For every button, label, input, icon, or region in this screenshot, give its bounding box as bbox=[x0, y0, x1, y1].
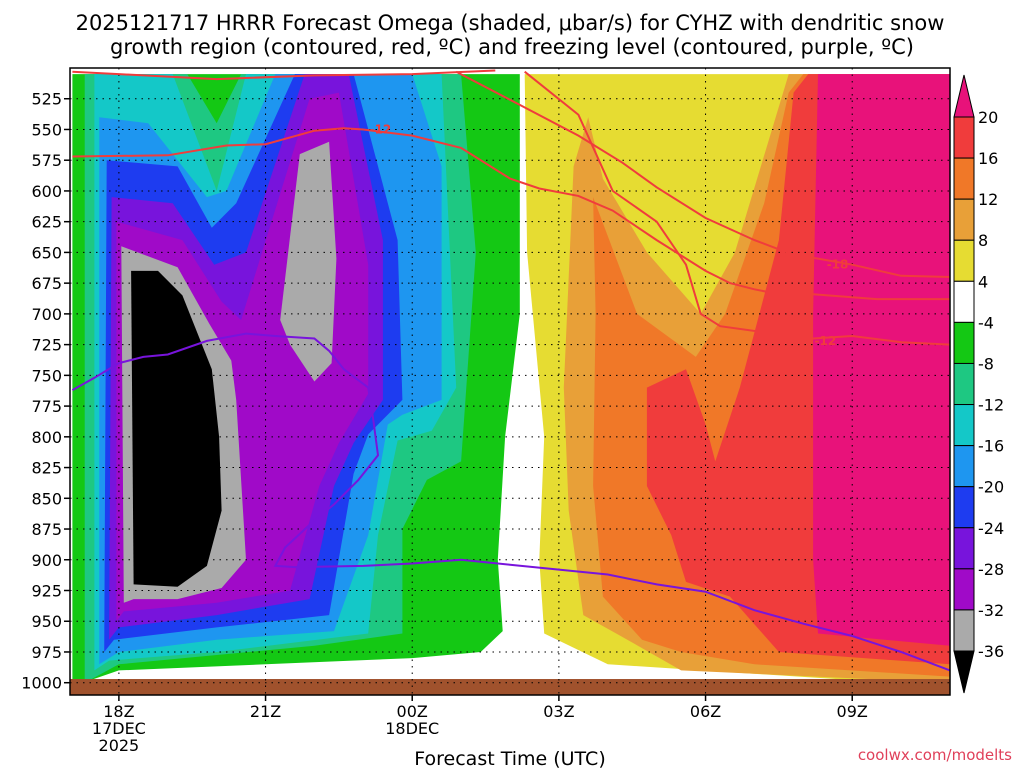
grid bbox=[70, 68, 950, 695]
dgz-contour-label-3: -12 bbox=[814, 334, 836, 348]
y-tick-label-875: 875 bbox=[31, 520, 62, 539]
y-axis: 525 550 575 600 625 650 675 700 725 750 775 800 825 8… bbox=[21, 90, 70, 693]
gray-region-2 bbox=[280, 141, 337, 382]
y-tick-label-850: 850 bbox=[31, 489, 62, 508]
terrain bbox=[70, 679, 950, 695]
y-tick-label-750: 750 bbox=[31, 366, 62, 385]
plot-area: -12 -18 -12 0 bbox=[70, 68, 950, 695]
y-tick-label-1000: 1000 bbox=[21, 674, 62, 693]
colorbar-label-9: -20 bbox=[978, 478, 1004, 497]
x-tick-label-18DEC: 18DEC bbox=[385, 719, 439, 738]
black-region bbox=[131, 270, 222, 587]
x-tick-label-00Z: 00Z bbox=[397, 702, 428, 721]
y-tick-label-775: 775 bbox=[31, 397, 62, 416]
y-tick-label-525: 525 bbox=[31, 90, 62, 109]
colorbar-bin-9 bbox=[953, 445, 975, 488]
colorbar-label-0: 20 bbox=[978, 108, 998, 127]
x-tick-label-2025: 2025 bbox=[99, 736, 140, 755]
y-tick-label-600: 600 bbox=[31, 182, 62, 201]
colorbar-label-7: -12 bbox=[978, 396, 1004, 415]
colorbar-bin-top bbox=[953, 74, 975, 118]
y-tick-label-725: 725 bbox=[31, 336, 62, 355]
colorbar-bin-7 bbox=[953, 362, 975, 406]
colorbar-bin-2 bbox=[953, 157, 975, 200]
y-tick-label-800: 800 bbox=[31, 428, 62, 447]
colorbar-bin-11 bbox=[953, 527, 975, 570]
chart-title-line2: growth region (contoured, red, ºC) and f… bbox=[110, 35, 914, 59]
y-tick-label-825: 825 bbox=[31, 459, 62, 478]
y-tick-label-575: 575 bbox=[31, 151, 62, 170]
y-tick-label-550: 550 bbox=[31, 120, 62, 139]
y-tick-label-700: 700 bbox=[31, 305, 62, 324]
x-tick-label-03Z: 03Z bbox=[543, 702, 574, 721]
y-tick-label-950: 950 bbox=[31, 612, 62, 631]
colorbar-bin-12 bbox=[953, 568, 975, 611]
colorbar-label-2: 12 bbox=[978, 190, 998, 209]
site-credit: coolwx.com/modelts bbox=[858, 746, 1012, 764]
y-tick-label-975: 975 bbox=[31, 643, 62, 662]
x-tick-label-17DEC: 17DEC bbox=[92, 719, 146, 738]
colorbar-label-3: 8 bbox=[978, 231, 988, 250]
colorbar-label-6: -8 bbox=[978, 354, 994, 373]
colorbar-bin-6 bbox=[953, 321, 975, 364]
colorbar-label-4: 4 bbox=[978, 272, 988, 291]
colorbar-bin-bottom bbox=[953, 650, 975, 694]
colorbar-label-5: -4 bbox=[978, 313, 994, 332]
colorbar-bin-10 bbox=[953, 486, 975, 529]
y-tick-label-675: 675 bbox=[31, 274, 62, 293]
colorbar-bin-3 bbox=[953, 198, 975, 241]
colorbar-bin-5 bbox=[953, 280, 975, 323]
colorbar-bin-8 bbox=[953, 404, 975, 447]
colorbar: 20 16 12 8 4 -4 -8 -12 -16 -20 -24 -28 -32 -36 bbox=[953, 74, 1004, 694]
freezing-level-contour-label-0: 0 bbox=[308, 560, 316, 574]
y-tick-label-925: 925 bbox=[31, 582, 62, 601]
colorbar-bin-1 bbox=[953, 116, 975, 159]
x-tick-label-09Z: 09Z bbox=[837, 702, 868, 721]
terrain-strip bbox=[70, 679, 950, 695]
colorbar-label-10: -24 bbox=[978, 519, 1004, 538]
y-tick-label-625: 625 bbox=[31, 213, 62, 232]
y-tick-label-900: 900 bbox=[31, 551, 62, 570]
pink-region bbox=[813, 74, 950, 646]
x-tick-label-21Z: 21Z bbox=[250, 702, 281, 721]
plot-frame bbox=[69, 67, 951, 696]
contours: -12 -18 -12 0 bbox=[71, 69, 950, 672]
colorbar-label-1: 16 bbox=[978, 149, 998, 168]
x-axis-label: Forecast Time (UTC) bbox=[414, 748, 605, 768]
y-tick-label-650: 650 bbox=[31, 243, 62, 262]
dgz-contour-0 bbox=[72, 127, 950, 301]
colorbar-label-8: -16 bbox=[978, 437, 1004, 456]
dgz-contour-label-0: -12 bbox=[370, 122, 392, 136]
colorbar-label-12: -32 bbox=[978, 601, 1004, 620]
dgz-contour-label-1: -18 bbox=[827, 258, 849, 272]
chart-title-line1: 2025121717 HRRR Forecast Omega (shaded, … bbox=[76, 11, 945, 35]
dgz-contour-2 bbox=[72, 69, 496, 81]
colorbar-label-13: -36 bbox=[978, 642, 1004, 661]
x-tick-label-18Z: 18Z bbox=[103, 702, 134, 721]
x-tick-label-06Z: 06Z bbox=[690, 702, 721, 721]
freezing-level-contour-0 bbox=[71, 332, 950, 672]
dgz-contour-1 bbox=[455, 70, 950, 278]
dgz-contour-3 bbox=[524, 70, 950, 346]
colorbar-bin-13 bbox=[953, 609, 975, 652]
colorbar-bin-4 bbox=[953, 239, 975, 282]
colorbar-label-11: -28 bbox=[978, 560, 1004, 579]
omega-shading bbox=[72, 74, 950, 687]
